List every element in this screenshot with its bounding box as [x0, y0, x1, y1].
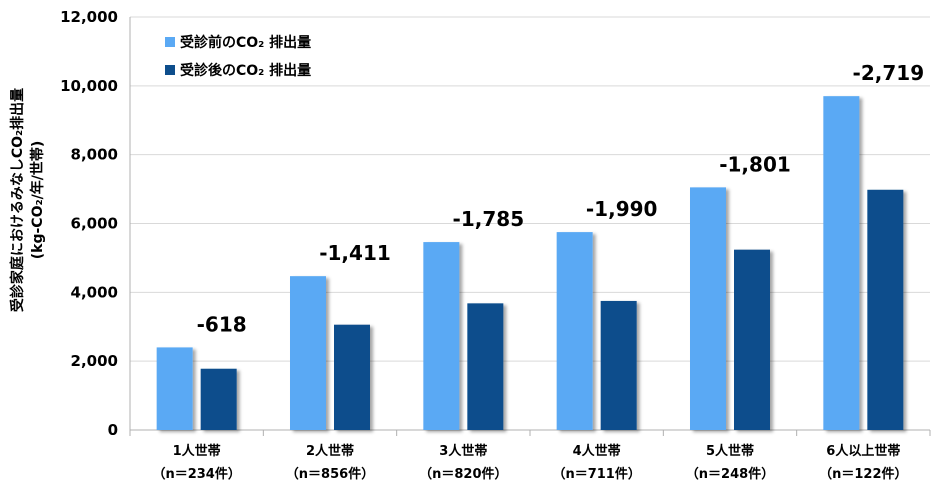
x-category-sublabel: （n＝122件） — [819, 466, 907, 482]
y-tick-label: 6,000 — [71, 215, 118, 233]
x-category-sublabel: （n＝711件） — [552, 466, 640, 482]
bar-after — [467, 303, 504, 430]
reduction-label: -1,785 — [453, 207, 525, 231]
x-category-label: 2人世帯 — [306, 443, 354, 459]
x-category-label: 5人世帯 — [706, 443, 754, 459]
y-axis-title: 受診家庭におけるみなしCO₂排出量 (kg-CO₂/年/世帯) — [9, 88, 46, 312]
bar-before — [823, 96, 860, 431]
axes: 0 2,000 4,000 6,000 8,000 10,000 12,000 1人世帯 （n＝… — [60, 8, 931, 482]
bar-before — [290, 276, 326, 430]
reduction-label: -1,990 — [586, 197, 658, 221]
y-tick-label: 12,000 — [60, 8, 118, 26]
bar-after — [200, 368, 237, 430]
gridlines — [130, 16, 930, 362]
bar-before — [690, 187, 726, 430]
x-category-sublabel: （n＝248件） — [686, 466, 774, 482]
x-category-sublabel: （n＝820件） — [419, 466, 507, 482]
annotations: -618 -1,411 -1,785 -1,990 -1,801 -2,719 — [197, 61, 924, 336]
y-tick-label: 0 — [108, 421, 118, 439]
reduction-label: -618 — [197, 312, 247, 336]
x-category-sublabel: （n＝856件） — [286, 466, 374, 482]
bar-after — [734, 249, 770, 430]
reduction-label: -1,801 — [719, 152, 791, 176]
bar-before — [556, 232, 593, 430]
y-tick-label: 8,000 — [71, 146, 118, 164]
x-category-label: 3人世帯 — [439, 443, 487, 459]
x-category-sublabel: （n＝234件） — [152, 466, 240, 482]
x-category-label: 4人世帯 — [573, 443, 621, 459]
x-category-label: 6人以上世帯 — [826, 443, 900, 459]
y-tick-label: 4,000 — [71, 283, 118, 301]
reduction-label: -1,411 — [319, 241, 391, 265]
bar-after — [867, 189, 904, 430]
x-category-label: 1人世帯 — [173, 443, 221, 459]
reduction-label: -2,719 — [853, 61, 925, 85]
legend-label: 受診後のCO₂ 排出量 — [180, 62, 311, 79]
y-axis-label-line1: 受診家庭におけるみなしCO₂排出量 — [9, 88, 26, 312]
bar-before — [156, 347, 193, 430]
bars — [156, 96, 904, 431]
legend-label: 受診前のCO₂ 排出量 — [180, 34, 311, 51]
bar-before — [423, 242, 460, 430]
y-tick-label: 2,000 — [71, 352, 118, 370]
legend-swatch — [165, 37, 175, 47]
y-axis-label-line2: (kg-CO₂/年/世帯) — [29, 141, 46, 259]
legend-swatch — [165, 65, 175, 75]
y-tick-label: 10,000 — [60, 77, 118, 95]
bar-after — [600, 300, 637, 430]
bar-after — [334, 324, 370, 430]
